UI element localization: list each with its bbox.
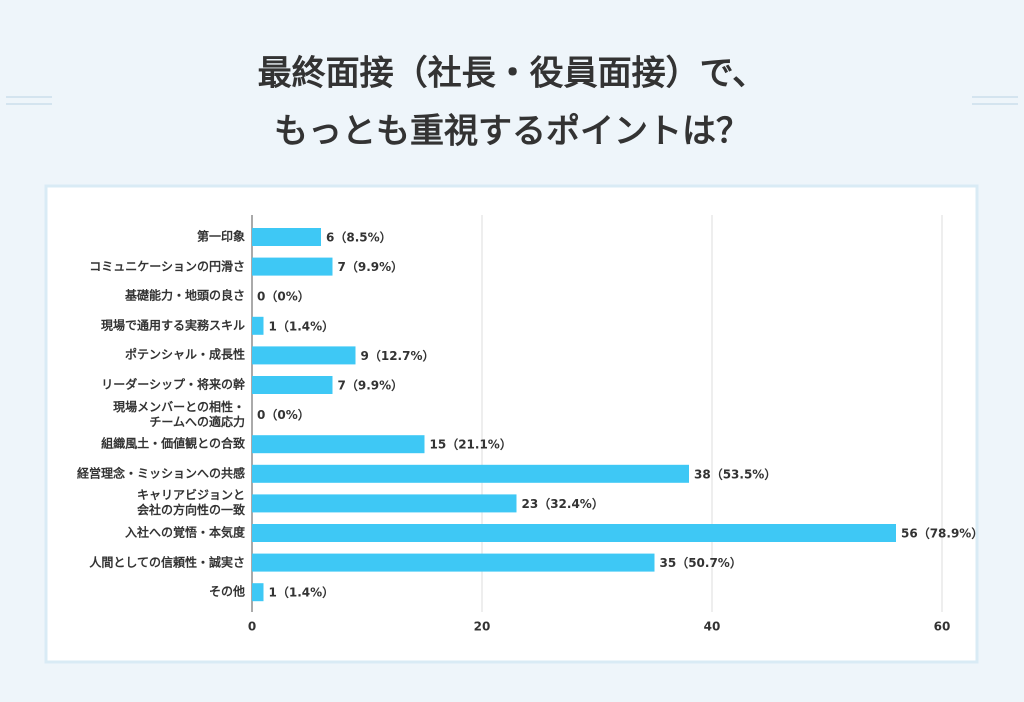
y-tick-label: リーダーシップ・将来の幹 [101,377,245,392]
value-label: 35（50.7%） [660,555,742,570]
bar [252,346,356,365]
y-tick-label: 組織風土・価値観との合致 [101,436,245,451]
bar [252,524,896,542]
y-tick-label: キャリアビジョンと 会社の方向性の一致 [136,488,245,518]
value-label: 7（9.9%） [338,378,404,393]
y-tick-label: 基礎能力・地頭の良さ [124,288,245,303]
x-tick-label: 20 [474,620,491,634]
x-tick-label: 60 [934,620,951,634]
y-tick-label: 第一印象 [196,229,245,244]
value-label: 9（12.7%） [361,348,435,363]
bar [252,494,517,513]
chart-title: 最終面接（社長・役員面接）で、 [258,54,767,94]
x-tick-label: 40 [704,620,721,634]
value-label: 38（53.5%） [694,466,776,481]
bar [252,435,425,454]
value-label: 23（32.4%） [522,496,604,511]
bar [252,553,655,572]
y-tick-label: ポテンシャル・成長性 [124,347,245,362]
bar [252,376,333,394]
x-tick-label: 0 [248,620,256,634]
y-tick-label: コミュニケーションの円滑さ [89,259,245,274]
bar [252,257,333,276]
y-tick-label: その他 [208,584,245,599]
y-tick-label: 現場メンバーとの相性・ チームへの適応力 [113,399,245,429]
value-label: 1（1.4%） [269,318,335,333]
bar [252,464,689,483]
bar [252,316,264,335]
value-label: 1（1.4%） [269,585,335,600]
bar [252,583,264,602]
value-label: 6（8.5%） [326,230,392,245]
bar [252,228,321,246]
value-label: 0（0%） [257,289,310,304]
y-tick-label: 経営理念・ミッションへの共感 [76,466,245,481]
value-label: 7（9.9%） [338,259,404,274]
value-label: 56（78.9%） [901,526,983,541]
value-label: 0（0%） [257,407,310,422]
value-label: 15（21.1%） [430,437,512,452]
y-tick-label: 人間としての信頼性・誠実さ [89,555,245,570]
y-tick-label: 入社への覚悟・本気度 [124,525,245,540]
chart-title: もっとも重視するポイントは？ [274,112,750,152]
y-tick-label: 現場で通用する実務スキル [100,318,245,333]
card [44,184,979,664]
